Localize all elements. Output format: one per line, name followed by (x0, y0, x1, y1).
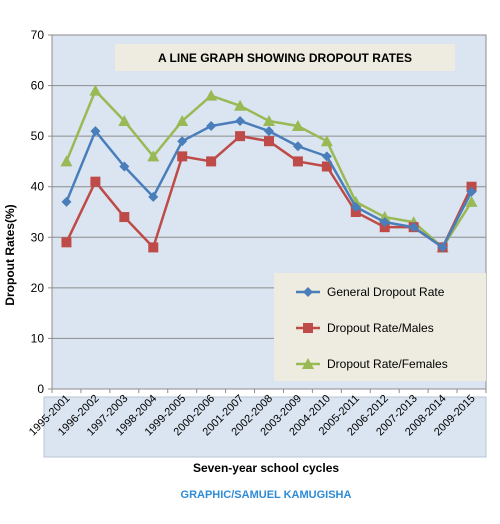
data-point (176, 114, 189, 126)
legend-item: Dropout Rate/Males (296, 321, 434, 335)
legend-item: Dropout Rate/Females (296, 357, 448, 371)
data-point (321, 151, 332, 162)
y-tick-label: 30 (31, 230, 45, 244)
data-point (148, 191, 159, 202)
data-point (465, 195, 478, 207)
series-diamond (61, 115, 477, 253)
y-axis-label: Dropout Rates(%) (3, 204, 17, 305)
data-point (119, 161, 130, 172)
data-point (264, 136, 274, 147)
y-tick-label: 10 (31, 331, 45, 345)
title-box (115, 44, 455, 71)
data-point (350, 201, 361, 212)
data-point (60, 155, 73, 167)
data-point (408, 222, 419, 233)
data-point (177, 136, 188, 147)
legend-label: General Dropout Rate (327, 285, 445, 299)
y-tick-label: 70 (31, 28, 45, 42)
y-tick-label: 20 (31, 281, 45, 295)
series-square (61, 131, 477, 253)
data-point (89, 84, 102, 96)
data-point (206, 121, 217, 132)
credit-text: GRAPHIC/SAMUEL KAMUGISHA (181, 489, 352, 501)
data-point (235, 115, 246, 126)
data-point (148, 242, 159, 253)
legend-marker (302, 358, 314, 369)
data-point (90, 126, 101, 137)
data-point (379, 217, 390, 228)
data-point (466, 186, 477, 197)
y-tick-label: 0 (37, 382, 44, 396)
data-point (235, 131, 246, 142)
chart-title: A LINE GRAPH SHOWING DROPOUT RATES (158, 51, 412, 65)
legend-marker (303, 287, 313, 297)
legend-label: Dropout Rate/Males (327, 321, 434, 335)
data-point (321, 161, 332, 172)
x-axis-label-band (43, 396, 487, 458)
legend-item: General Dropout Rate (296, 285, 445, 299)
y-tick-label: 40 (31, 180, 45, 194)
data-point (264, 126, 274, 137)
data-point (205, 89, 218, 101)
data-point (206, 156, 217, 167)
data-point (90, 176, 101, 187)
data-point (437, 242, 448, 253)
y-tick-label: 50 (31, 129, 45, 143)
legend-label: Dropout Rate/Females (327, 357, 448, 371)
x-axis-label: Seven-year school cycles (193, 461, 339, 475)
data-point (118, 114, 131, 126)
data-point (292, 156, 303, 167)
y-tick-label: 60 (31, 79, 45, 93)
data-point (119, 212, 130, 223)
legend-marker (303, 323, 313, 333)
data-point (263, 114, 275, 126)
data-point (292, 141, 303, 152)
data-point (320, 135, 333, 147)
data-point (234, 99, 247, 111)
data-point (466, 181, 477, 192)
data-point (379, 222, 390, 233)
data-point (147, 150, 160, 162)
data-point (350, 207, 361, 217)
data-point (61, 237, 72, 248)
data-point (291, 120, 304, 132)
data-point (61, 196, 72, 207)
data-point (177, 151, 188, 162)
